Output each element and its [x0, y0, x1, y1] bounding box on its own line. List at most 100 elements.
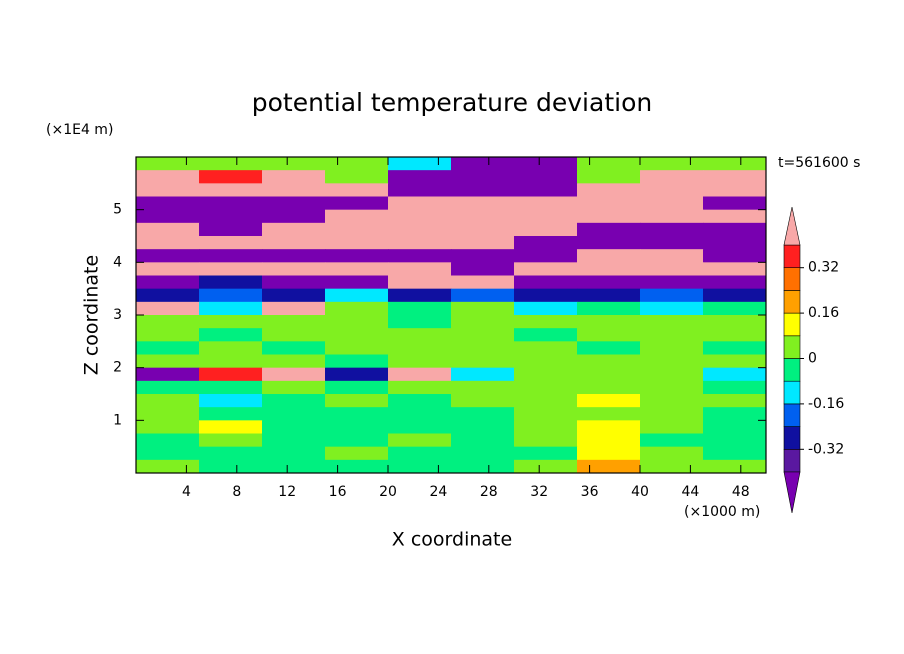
contour-cell — [262, 354, 326, 369]
x-tick-label: 44 — [681, 484, 699, 500]
contour-cell — [451, 288, 515, 303]
contour-cell — [451, 367, 515, 382]
contour-cell — [199, 446, 263, 461]
contour-cell — [514, 196, 578, 211]
contour-cell — [577, 380, 641, 395]
contour-cell — [703, 222, 767, 237]
contour-cell — [388, 196, 452, 211]
contour-cell — [577, 170, 641, 184]
contour-cell — [640, 262, 704, 276]
contour-cell — [262, 341, 326, 355]
contour-cell — [640, 196, 704, 211]
contour-cell — [514, 367, 578, 382]
contour-cell — [640, 222, 704, 237]
contour-cell — [136, 433, 200, 448]
contour-cell — [640, 394, 704, 408]
contour-cell — [703, 236, 767, 250]
contour-cell — [577, 341, 641, 355]
chart-title: potential temperature deviation — [252, 88, 652, 117]
contour-cell — [577, 301, 641, 316]
x-tick-label: 40 — [631, 484, 649, 500]
contour-cell — [325, 262, 389, 276]
contour-cell — [325, 315, 389, 329]
colorbar-segment — [783, 312, 801, 337]
contour-cell — [325, 288, 389, 303]
contour-cell — [577, 209, 641, 224]
contour-cell — [451, 301, 515, 316]
contour-cell — [703, 301, 767, 316]
contour-cell — [136, 196, 200, 211]
colorbar-extend-low — [783, 471, 801, 514]
contour-cell — [262, 367, 326, 382]
contour-cell — [703, 275, 767, 290]
colorbar-tick-label: 0.16 — [808, 305, 839, 321]
contour-cell — [136, 288, 200, 303]
contour-cell — [262, 446, 326, 461]
contour-cell — [199, 367, 263, 382]
contour-cell — [640, 341, 704, 355]
contour-cell — [640, 249, 704, 263]
contour-cell — [388, 367, 452, 382]
contour-cell — [577, 407, 641, 421]
contour-cell — [703, 446, 767, 461]
contour-cell — [199, 315, 263, 329]
contour-cell — [262, 262, 326, 276]
contour-cell — [703, 407, 767, 421]
contour-cell — [451, 433, 515, 448]
contour-cell — [514, 301, 578, 316]
contour-cell — [199, 380, 263, 395]
contour-cell — [136, 354, 200, 369]
colorbar-extend-high — [783, 206, 801, 246]
contour-cell — [577, 315, 641, 329]
contour-cell — [451, 420, 515, 434]
contour-cell — [325, 328, 389, 342]
colorbar-segment — [783, 448, 801, 473]
contour-cell — [136, 236, 200, 250]
contour-cell — [388, 407, 452, 421]
x-unit: (×1000 m) — [684, 504, 760, 520]
contour-cell — [514, 328, 578, 342]
contour-cell — [388, 433, 452, 448]
contour-cell — [388, 446, 452, 461]
contour-cell — [325, 341, 389, 355]
contour-cell — [703, 157, 767, 171]
contour-cell — [199, 183, 263, 197]
contour-cell — [325, 420, 389, 434]
contour-cell — [388, 170, 452, 184]
contour-cell — [514, 315, 578, 329]
contour-cell — [325, 249, 389, 263]
contour-cell — [199, 433, 263, 448]
contour-cell — [262, 249, 326, 263]
contour-cell — [640, 170, 704, 184]
contour-cell — [577, 262, 641, 276]
contour-cell — [388, 420, 452, 434]
contour-cell — [451, 341, 515, 355]
contour-cell — [703, 459, 767, 474]
contour-cell — [388, 249, 452, 263]
contour-cell — [262, 328, 326, 342]
contour-cell — [325, 170, 389, 184]
contour-cell — [577, 249, 641, 263]
contour-cell — [514, 354, 578, 369]
contour-cell — [262, 222, 326, 237]
contour-cell — [136, 301, 200, 316]
contour-cell — [325, 183, 389, 197]
x-tick-label: 24 — [429, 484, 447, 500]
contour-cell — [325, 459, 389, 474]
contour-cell — [703, 380, 767, 395]
contour-cell — [199, 157, 263, 171]
contour-cell — [451, 275, 515, 290]
x-tick-label: 20 — [379, 484, 397, 500]
contour-cell — [136, 459, 200, 474]
contour-cell — [577, 196, 641, 211]
contour-cell — [703, 394, 767, 408]
contour-cell — [136, 341, 200, 355]
contour-cell — [262, 209, 326, 224]
contour-cell — [136, 407, 200, 421]
contour-cell — [577, 394, 641, 408]
contour-cell — [577, 354, 641, 369]
contour-cell — [388, 394, 452, 408]
contour-cell — [388, 354, 452, 369]
contour-cell — [199, 222, 263, 237]
contour-cell — [262, 394, 326, 408]
